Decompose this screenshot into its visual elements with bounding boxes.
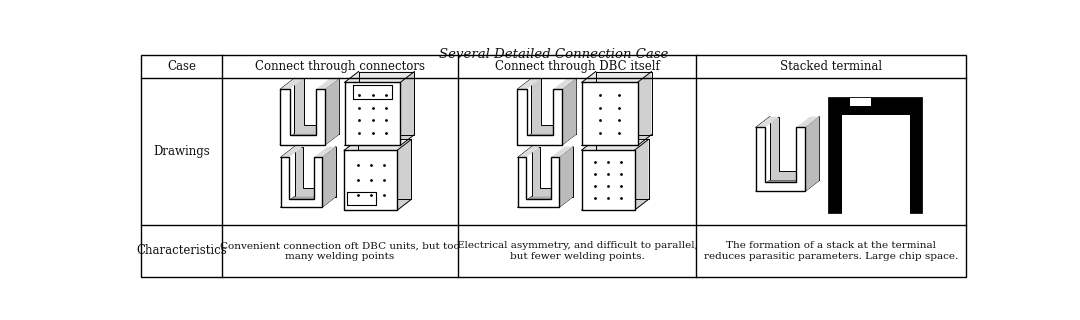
Polygon shape <box>796 116 820 127</box>
Polygon shape <box>517 134 577 145</box>
Text: The formation of a stack at the terminal
reduces parasitic parameters. Large chi: The formation of a stack at the terminal… <box>704 241 958 260</box>
Polygon shape <box>770 116 820 180</box>
Polygon shape <box>635 139 649 210</box>
Polygon shape <box>517 78 541 89</box>
Polygon shape <box>756 127 806 191</box>
Polygon shape <box>553 78 577 89</box>
Polygon shape <box>582 150 635 210</box>
Polygon shape <box>517 196 573 207</box>
Polygon shape <box>806 116 820 191</box>
Polygon shape <box>345 150 397 210</box>
Polygon shape <box>563 78 577 145</box>
Polygon shape <box>531 147 573 196</box>
Polygon shape <box>850 98 870 106</box>
Polygon shape <box>551 147 573 157</box>
Polygon shape <box>281 196 336 207</box>
Text: Characteristics: Characteristics <box>136 244 227 257</box>
Text: Electrical asymmetry, and difficult to parallel,
but fewer welding points.: Electrical asymmetry, and difficult to p… <box>457 241 698 260</box>
Polygon shape <box>841 115 910 214</box>
Text: Connect through DBC itself: Connect through DBC itself <box>495 60 660 73</box>
Polygon shape <box>559 147 573 207</box>
Text: Drawings: Drawings <box>153 145 210 158</box>
Polygon shape <box>756 180 820 191</box>
Polygon shape <box>401 71 415 145</box>
Polygon shape <box>345 139 411 150</box>
Text: Convenient connection oft DBC units, but too
many welding points: Convenient connection oft DBC units, but… <box>220 241 460 260</box>
Text: Connect through connectors: Connect through connectors <box>255 60 426 73</box>
Polygon shape <box>295 147 336 196</box>
Polygon shape <box>294 78 339 134</box>
Polygon shape <box>313 147 336 157</box>
Polygon shape <box>322 147 336 207</box>
Polygon shape <box>325 78 339 145</box>
Polygon shape <box>595 139 649 199</box>
Text: Stacked terminal: Stacked terminal <box>780 60 882 73</box>
Polygon shape <box>582 71 651 82</box>
Polygon shape <box>582 82 637 145</box>
Polygon shape <box>281 89 325 145</box>
Polygon shape <box>345 82 401 145</box>
Polygon shape <box>316 78 339 89</box>
Polygon shape <box>359 71 415 135</box>
Polygon shape <box>281 78 303 89</box>
Polygon shape <box>281 134 339 145</box>
Polygon shape <box>637 71 651 145</box>
Polygon shape <box>517 89 563 145</box>
Polygon shape <box>397 139 411 210</box>
Polygon shape <box>517 147 540 157</box>
Polygon shape <box>582 139 649 150</box>
Polygon shape <box>345 71 415 82</box>
Polygon shape <box>359 139 411 199</box>
Polygon shape <box>517 157 559 207</box>
Polygon shape <box>531 78 577 134</box>
Polygon shape <box>829 98 922 213</box>
Polygon shape <box>281 147 302 157</box>
Polygon shape <box>281 157 322 207</box>
Text: Case: Case <box>167 60 195 73</box>
Text: Several Detailed Connection Case: Several Detailed Connection Case <box>438 48 669 61</box>
Polygon shape <box>841 98 875 111</box>
Polygon shape <box>596 71 651 135</box>
Polygon shape <box>756 116 779 127</box>
